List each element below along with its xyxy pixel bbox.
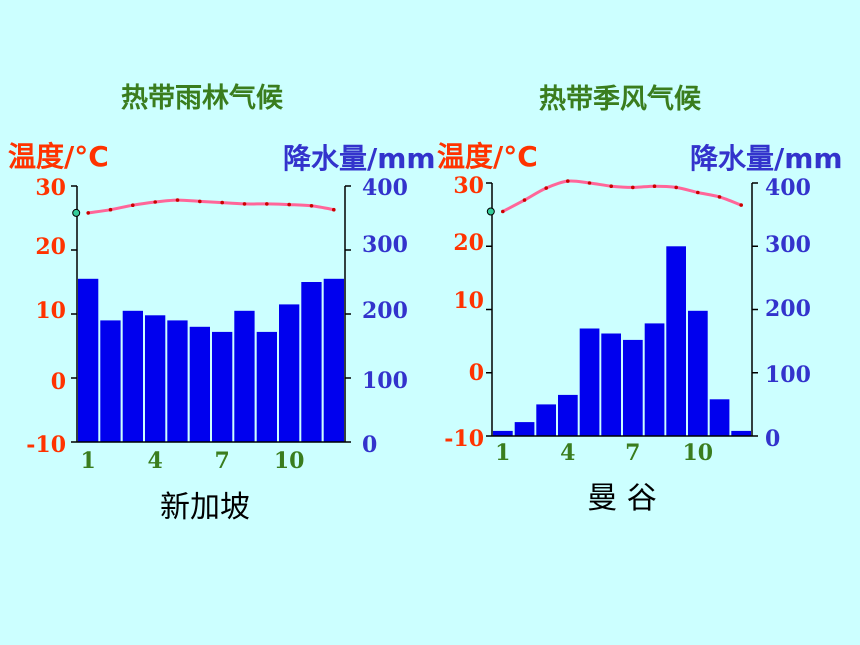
precip-bar-2 — [100, 320, 121, 442]
temperature-point-5 — [587, 181, 592, 185]
left-tick-label: 20 — [453, 230, 484, 256]
precip-bar-10 — [688, 310, 708, 436]
x-tick-label: 4 — [148, 448, 163, 474]
precip-bar-1 — [493, 430, 513, 436]
precip-bar-1 — [78, 278, 99, 442]
temperature-start-marker — [72, 208, 81, 217]
right-tick-label: 0 — [765, 426, 780, 452]
temperature-point-5 — [175, 198, 180, 202]
x-tick-label: 7 — [625, 440, 640, 466]
left-tick-label: 10 — [35, 298, 66, 324]
x-tick-label: 10 — [274, 448, 305, 474]
right-tick-label: 100 — [362, 368, 408, 394]
left-tick-label: -10 — [26, 432, 66, 458]
temperature-point-10 — [287, 202, 292, 207]
left-axis-title: 温度/°C — [437, 140, 538, 173]
left-tick-label: 10 — [453, 288, 484, 314]
temperature-point-2 — [522, 198, 527, 202]
precip-bar-3 — [536, 404, 556, 436]
right-tick-label: 100 — [765, 362, 811, 388]
right-axis-title: 降水量/mm — [690, 142, 843, 175]
precip-bar-5 — [167, 320, 188, 442]
right-axis-title: 降水量/mm — [283, 142, 436, 175]
precip-bar-9 — [256, 331, 277, 442]
temperature-point-10 — [696, 190, 700, 195]
precip-bar-7 — [623, 339, 643, 436]
precip-bar-12 — [323, 278, 344, 442]
right-tick-label: 300 — [362, 232, 408, 258]
temperature-line — [87, 198, 335, 215]
left-tick-label: 20 — [35, 234, 66, 260]
temperature-point-6 — [609, 184, 613, 188]
left-tick-label: 30 — [453, 173, 484, 199]
precip-bar-6 — [189, 326, 210, 442]
temperature-point-7 — [631, 185, 635, 190]
chart-title: 热带雨林气候 — [121, 83, 284, 114]
left-tick-label: 30 — [35, 175, 66, 201]
temperature-point-3 — [544, 186, 548, 190]
temperature-point-7 — [220, 200, 224, 205]
temperature-point-8 — [242, 202, 247, 206]
x-tick-label: 10 — [682, 440, 713, 466]
left-tick-label: -10 — [444, 426, 484, 452]
precip-bar-5 — [579, 328, 600, 436]
temperature-point-12 — [332, 207, 336, 212]
temperature-point-6 — [198, 199, 202, 204]
left-tick-label: 0 — [469, 360, 484, 386]
x-tick-label: 7 — [215, 448, 230, 474]
right-tick-label: 200 — [362, 298, 408, 324]
temperature-point-8 — [652, 184, 657, 188]
right-tick-label: 400 — [765, 175, 811, 201]
temperature-start-marker — [486, 207, 495, 216]
right-tick-label: 400 — [362, 175, 408, 201]
precip-bar-8 — [234, 310, 255, 442]
temperature-point-1 — [501, 209, 505, 214]
left-axis-title: 温度/°C — [8, 140, 109, 173]
city-label: 曼 谷 — [587, 481, 657, 516]
x-tick-label: 4 — [560, 440, 575, 466]
precip-bar-2 — [514, 422, 535, 436]
precip-bar-7 — [212, 331, 233, 442]
precip-bar-10 — [279, 304, 300, 442]
temperature-point-12 — [739, 203, 743, 207]
temperature-point-11 — [717, 195, 722, 199]
precip-bar-4 — [558, 394, 578, 436]
precip-bar-12 — [731, 430, 751, 436]
temperature-point-3 — [131, 203, 135, 207]
temperature-point-9 — [265, 202, 269, 206]
precip-bar-11 — [301, 282, 322, 442]
right-tick-label: 0 — [362, 432, 377, 458]
temperature-point-4 — [153, 200, 157, 204]
precip-bar-4 — [145, 315, 166, 442]
x-tick-label: 1 — [81, 448, 96, 474]
temperature-point-4 — [566, 179, 570, 183]
precip-bar-3 — [122, 310, 143, 442]
precip-bar-9 — [666, 246, 686, 437]
precip-bar-8 — [644, 323, 665, 436]
city-label: 新加坡 — [160, 490, 250, 525]
right-tick-label: 200 — [765, 296, 811, 322]
x-tick-label: 1 — [495, 440, 510, 466]
temperature-line — [502, 179, 742, 213]
precip-bar-6 — [601, 333, 621, 436]
temperature-point-1 — [86, 211, 90, 215]
temperature-point-2 — [108, 207, 113, 212]
temperature-point-9 — [674, 185, 678, 190]
left-tick-label: 0 — [51, 369, 66, 395]
right-tick-label: 300 — [765, 232, 811, 258]
precip-bar-11 — [709, 399, 730, 436]
chart-title: 热带季风气候 — [539, 84, 702, 115]
temperature-point-11 — [309, 204, 314, 208]
